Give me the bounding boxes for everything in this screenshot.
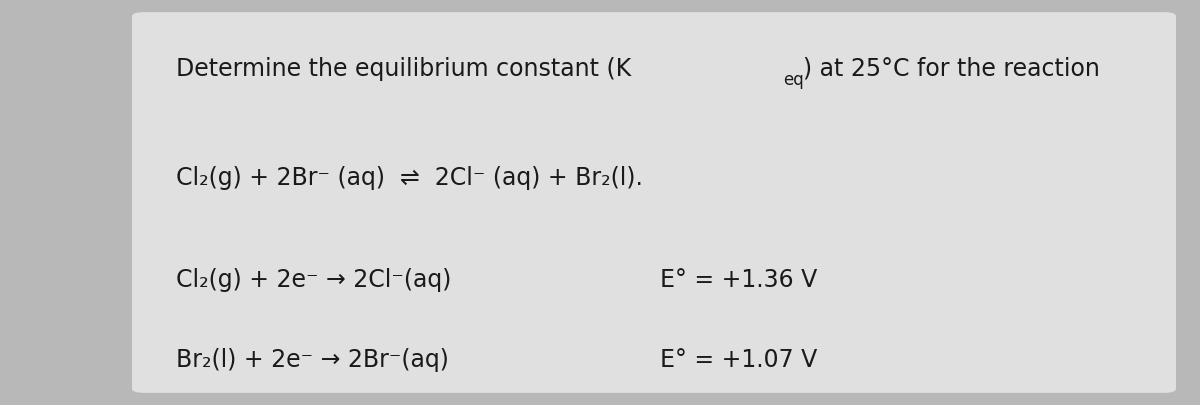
Text: Determine the equilibrium constant (K: Determine the equilibrium constant (K	[176, 57, 631, 81]
Text: eq: eq	[782, 71, 804, 89]
Text: Cl₂(g) + 2Br⁻ (aq)  ⇌  2Cl⁻ (aq) + Br₂(l).: Cl₂(g) + 2Br⁻ (aq) ⇌ 2Cl⁻ (aq) + Br₂(l).	[176, 166, 643, 190]
Text: Cl₂(g) + 2e⁻ → 2Cl⁻(aq): Cl₂(g) + 2e⁻ → 2Cl⁻(aq)	[176, 268, 451, 292]
Text: ) at 25°C for the reaction: ) at 25°C for the reaction	[803, 57, 1100, 81]
Text: Br₂(l) + 2e⁻ → 2Br⁻(aq): Br₂(l) + 2e⁻ → 2Br⁻(aq)	[176, 348, 449, 372]
Text: E° = +1.36 V: E° = +1.36 V	[660, 268, 817, 292]
FancyBboxPatch shape	[132, 12, 1176, 393]
Text: E° = +1.07 V: E° = +1.07 V	[660, 348, 817, 372]
